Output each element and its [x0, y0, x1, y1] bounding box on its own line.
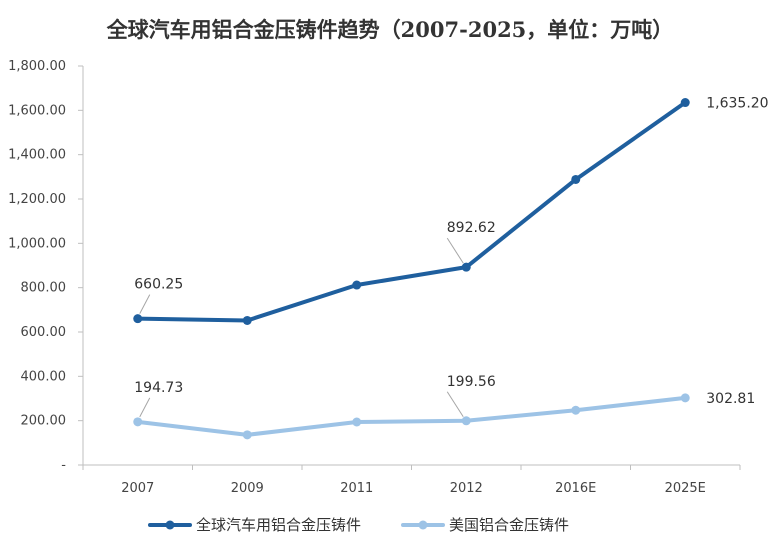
- data-label: 194.73: [134, 380, 183, 396]
- label-leader-line: [446, 237, 464, 264]
- data-label: 660.25: [134, 277, 183, 293]
- data-label: 892.62: [447, 220, 496, 236]
- x-tick-label: 2007: [121, 481, 154, 496]
- series-point-2: [133, 417, 143, 427]
- series-point-2: [352, 417, 362, 427]
- series-point-1: [133, 314, 143, 324]
- label-leader-line: [139, 294, 151, 314]
- series-point-2: [680, 393, 690, 403]
- data-label: 302.81: [706, 391, 755, 407]
- label-leader-line: [139, 397, 151, 418]
- series-line-1: [135, 100, 688, 323]
- y-tick-label: -: [61, 458, 66, 473]
- series-point-2: [571, 405, 581, 415]
- legend-swatch-point-1: [165, 520, 175, 530]
- y-tick-label: 1,000.00: [8, 236, 66, 251]
- y-tick-label: 200.00: [21, 414, 67, 429]
- x-tick-label: 2016E: [555, 481, 596, 496]
- x-tick-label: 2012: [450, 481, 483, 496]
- series-line-2: [135, 395, 688, 437]
- label-leader-line: [446, 391, 464, 418]
- y-tick-label: 400.00: [21, 369, 67, 384]
- x-tick-label: 2009: [231, 481, 264, 496]
- series-point-1: [242, 315, 252, 325]
- series-point-1: [680, 98, 690, 108]
- series-point-2: [461, 416, 471, 426]
- y-tick-label: 800.00: [21, 281, 67, 296]
- y-tick-label: 1,400.00: [8, 148, 66, 163]
- series-point-1: [571, 174, 581, 184]
- data-label: 1,635.20: [706, 96, 768, 112]
- series-point-1: [461, 262, 471, 272]
- data-label: 199.56: [447, 374, 496, 390]
- y-tick-label: 600.00: [21, 325, 67, 340]
- legend-label-2: 美国铝合金压铸件: [449, 516, 569, 534]
- series-point-1: [352, 280, 362, 290]
- y-tick-label: 1,200.00: [8, 192, 66, 207]
- legend-swatch-point-2: [418, 520, 428, 530]
- y-tick-label: 1,800.00: [8, 59, 66, 74]
- x-tick-label: 2025E: [665, 481, 706, 496]
- y-tick-label: 1,600.00: [8, 103, 66, 118]
- series-point-2: [242, 430, 252, 440]
- chart-title: 全球汽车用铝合金压铸件趋势（2007-2025，单位：万吨）: [106, 17, 674, 42]
- x-tick-label: 2011: [340, 481, 373, 496]
- legend-label-1: 全球汽车用铝合金压铸件: [196, 516, 361, 534]
